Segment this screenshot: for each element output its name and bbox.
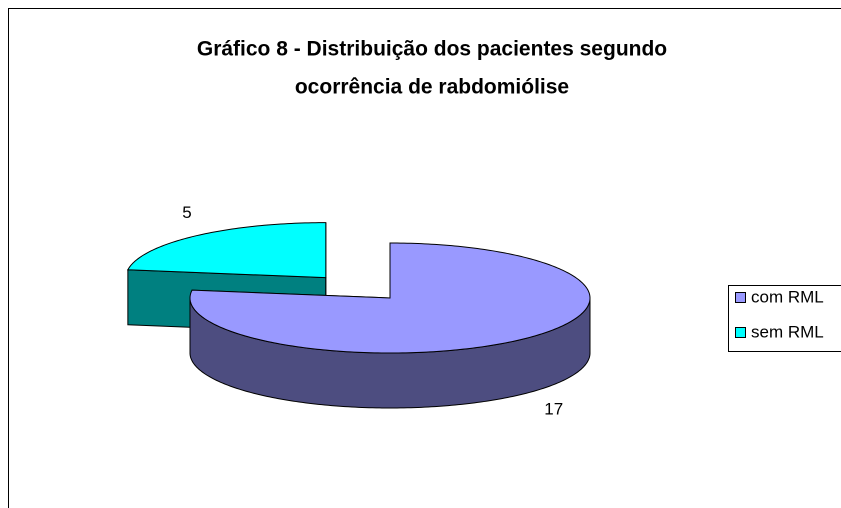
- chart-title: ocorrência de rabdomiólise: [295, 76, 569, 99]
- data-label: 5: [182, 203, 191, 222]
- legend-swatch: [735, 292, 746, 303]
- slice-top: [189, 242, 591, 354]
- legend-label: sem RML: [751, 322, 824, 341]
- slice-top: [127, 222, 327, 279]
- legend-box: [728, 285, 841, 352]
- legend-label: com RML: [751, 287, 824, 306]
- pie-slice: [189, 242, 591, 409]
- chart-title: Gráfico 8 - Distribuição dos pacientes s…: [197, 38, 667, 61]
- legend-swatch: [735, 327, 746, 338]
- data-label: 17: [544, 399, 563, 418]
